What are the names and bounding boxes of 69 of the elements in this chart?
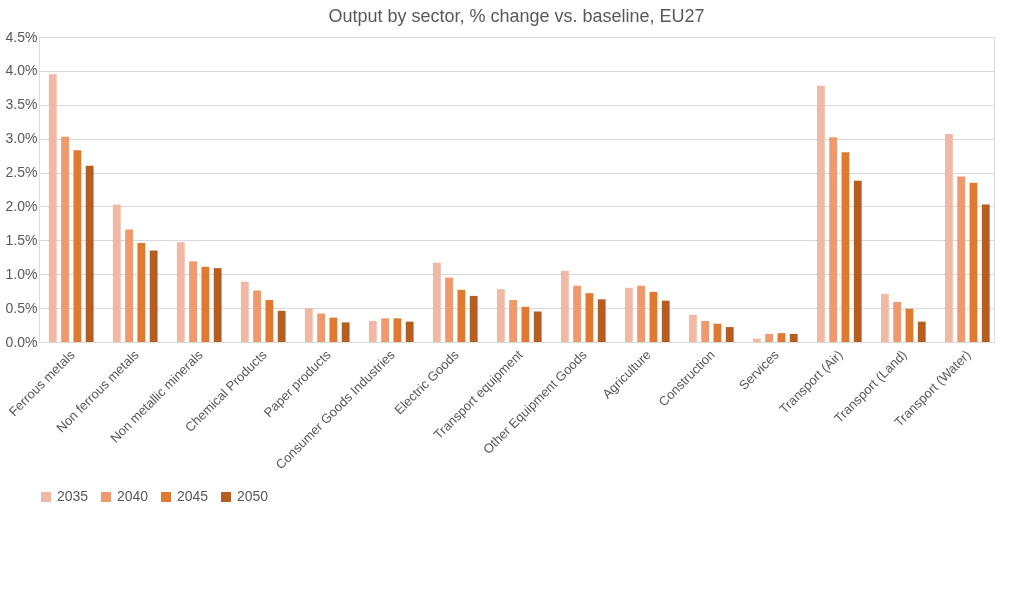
bar bbox=[944, 133, 953, 342]
bar bbox=[509, 299, 518, 342]
bar bbox=[189, 261, 197, 342]
legend-label: 2035 bbox=[57, 488, 89, 504]
y-tick-label: 1.5% bbox=[5, 231, 38, 248]
bar bbox=[981, 204, 990, 342]
y-tick-label: 0.0% bbox=[5, 333, 38, 350]
bar bbox=[701, 320, 710, 342]
legend-label: 2045 bbox=[177, 488, 209, 504]
bar bbox=[176, 242, 185, 342]
bar bbox=[304, 308, 313, 342]
bar bbox=[253, 290, 262, 342]
y-tick-label: 4.5% bbox=[5, 28, 38, 45]
bar bbox=[661, 300, 670, 342]
bar bbox=[112, 204, 121, 342]
y-tick-label: 1.0% bbox=[5, 265, 38, 282]
bar bbox=[277, 310, 286, 342]
y-tick-label: 2.0% bbox=[5, 197, 38, 214]
bar bbox=[85, 165, 94, 342]
y-tick-label: 3.5% bbox=[5, 96, 38, 113]
bar bbox=[893, 302, 902, 342]
bar bbox=[816, 85, 825, 342]
bar bbox=[445, 277, 454, 342]
legend-label: 2040 bbox=[117, 488, 149, 504]
bar bbox=[368, 320, 377, 342]
chart-title: Output by sector, % change vs. baseline, EU27 bbox=[328, 6, 705, 26]
bar bbox=[432, 262, 441, 342]
bar bbox=[777, 333, 786, 342]
bar bbox=[829, 137, 838, 342]
bar bbox=[149, 250, 158, 342]
bar bbox=[560, 270, 569, 342]
bar bbox=[341, 322, 350, 342]
bar bbox=[265, 299, 274, 342]
bar bbox=[496, 289, 505, 342]
bar bbox=[329, 317, 338, 342]
bar bbox=[573, 285, 582, 342]
bar bbox=[457, 289, 466, 342]
bar bbox=[201, 266, 210, 342]
bar bbox=[469, 295, 478, 342]
bar bbox=[61, 136, 69, 342]
bar bbox=[688, 314, 697, 342]
bar bbox=[585, 293, 594, 342]
bar bbox=[405, 321, 414, 342]
bar bbox=[597, 299, 606, 342]
bar bbox=[624, 287, 633, 342]
bar bbox=[789, 333, 798, 342]
bar bbox=[765, 333, 774, 342]
bar bbox=[317, 313, 326, 342]
bar bbox=[381, 318, 390, 342]
bar bbox=[957, 176, 966, 342]
bar bbox=[521, 306, 530, 342]
y-tick-label: 3.0% bbox=[5, 130, 38, 147]
bar bbox=[137, 243, 146, 342]
bar bbox=[73, 150, 82, 342]
bar bbox=[917, 321, 926, 342]
bar bbox=[880, 293, 889, 342]
bar bbox=[213, 268, 222, 342]
y-tick-label: 0.5% bbox=[5, 299, 38, 316]
bar bbox=[725, 327, 734, 342]
bar bbox=[393, 318, 402, 342]
y-tick-label: 2.5% bbox=[5, 164, 38, 181]
bar bbox=[637, 285, 646, 342]
legend-label: 2050 bbox=[237, 488, 269, 504]
bar bbox=[533, 311, 542, 342]
bar bbox=[48, 74, 57, 342]
y-tick-label: 4.0% bbox=[5, 62, 38, 79]
bar bbox=[853, 180, 862, 342]
bar bbox=[240, 281, 249, 342]
bar bbox=[125, 229, 133, 342]
